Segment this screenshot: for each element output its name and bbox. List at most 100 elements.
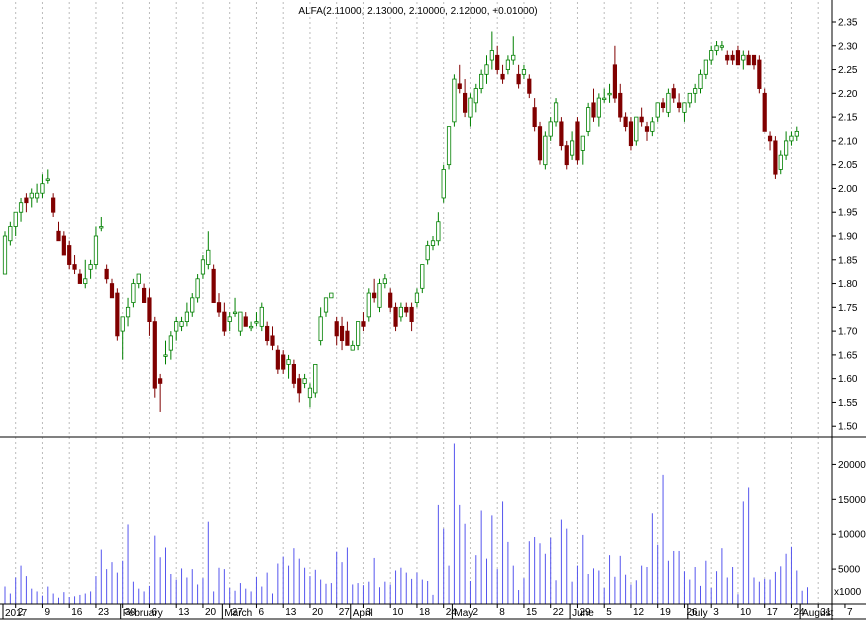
candle-body-down	[735, 50, 741, 66]
candle	[2, 231, 8, 275]
candle	[532, 98, 537, 132]
candle	[131, 278, 136, 308]
month-label: August	[802, 608, 833, 619]
candle	[152, 316, 157, 398]
candle-body-up	[511, 54, 516, 61]
candle-body-up	[709, 50, 714, 61]
candle-body-up	[634, 116, 639, 142]
candle	[784, 131, 789, 160]
candle-body-up	[586, 107, 591, 132]
candle-body-up	[131, 283, 136, 303]
candle-body-up	[479, 73, 484, 89]
candle	[543, 131, 548, 170]
candle-body-up	[693, 88, 698, 94]
candle-body-down	[158, 378, 163, 384]
candle-body-down	[345, 330, 350, 346]
candle	[211, 264, 216, 303]
candle	[484, 55, 489, 84]
candle	[377, 278, 382, 313]
candle-body-down	[409, 306, 414, 323]
price-axis-ticks: 2.35 2.30 2.25 2.20 2.15 2.10 2.05 2.00 1.95 1.90…	[832, 18, 858, 433]
candle	[746, 50, 751, 66]
candle-body-up	[238, 311, 243, 332]
candle	[104, 264, 109, 284]
candle	[56, 221, 61, 242]
candle	[51, 193, 56, 217]
x-tick-label: 3	[713, 607, 719, 618]
candle	[457, 64, 462, 94]
candle	[286, 354, 291, 379]
candle-body-down	[372, 292, 377, 299]
candle	[521, 64, 527, 80]
candle-body-up	[553, 102, 559, 123]
candle	[767, 131, 773, 151]
candle	[505, 55, 511, 75]
candle-body-up	[355, 321, 361, 346]
candle	[628, 117, 634, 151]
candle	[388, 288, 393, 313]
candle-body-up	[468, 97, 473, 118]
price-tick-label: 1.80	[838, 279, 858, 290]
candle-body-up	[190, 297, 195, 313]
candle	[623, 112, 628, 132]
month-label: May	[454, 608, 473, 619]
candle	[291, 359, 297, 389]
candle	[564, 140, 569, 170]
candle	[35, 183, 40, 203]
candle	[709, 45, 714, 65]
candle-body-up	[441, 169, 446, 199]
candle	[591, 88, 596, 122]
candle	[313, 363, 318, 398]
candle	[511, 36, 516, 65]
candle-body-up	[741, 54, 746, 61]
candle-body-up	[414, 292, 420, 303]
candle	[473, 83, 478, 113]
candle-body-up	[580, 135, 585, 151]
volume-tick-label: 5000	[838, 565, 861, 576]
price-tick-label: 1.70	[838, 327, 858, 338]
candle-body-up	[45, 178, 50, 181]
candle	[650, 117, 655, 137]
candle-body-up	[18, 202, 24, 213]
price-tick-label: 1.95	[838, 208, 858, 219]
candle-body-down	[51, 197, 56, 213]
candle	[248, 321, 254, 332]
candle-body-up	[318, 316, 323, 342]
candle-body-up	[227, 316, 232, 323]
candle-body-up	[313, 363, 318, 394]
x-tick-label: 10	[392, 607, 404, 618]
candle	[200, 255, 206, 279]
candle-body-down	[725, 54, 730, 61]
candle-body-down	[644, 126, 650, 132]
candle-body-up	[602, 97, 607, 100]
candle	[307, 383, 313, 408]
x-tick-label: 7	[847, 607, 853, 618]
candle-body-down	[677, 102, 682, 108]
candle	[698, 69, 703, 94]
x-axis-ticks: 2 9 16 23 30 6 13 20 27 6 13 20 27 3 10 18 24 2 8 15 22 29 5 12…	[2, 604, 853, 619]
candle-body-up	[232, 311, 238, 314]
candle	[382, 274, 387, 289]
candle-body-down	[67, 245, 72, 265]
x-tick-label: 26	[686, 607, 698, 618]
candle-body-down	[730, 54, 735, 61]
price-tick-label: 2.10	[838, 136, 858, 147]
volume-tick-label: 15000	[838, 495, 866, 506]
candle	[13, 211, 18, 236]
price-tick-label: 1.75	[838, 303, 858, 314]
x-tick-label: 18	[419, 607, 431, 618]
candle	[158, 373, 163, 412]
candle	[730, 50, 735, 65]
candle-body-up	[446, 126, 452, 166]
candle-body-down	[516, 73, 521, 85]
candle	[693, 83, 698, 103]
candle-body-up	[307, 387, 313, 399]
x-tick-label: 17	[767, 607, 779, 618]
candle-body-up	[200, 259, 206, 275]
candle-body-down	[147, 297, 152, 323]
candle-body-down	[270, 335, 275, 346]
candle-body-up	[784, 140, 789, 156]
candle	[607, 83, 612, 103]
x-tick-label: 31	[820, 607, 832, 618]
